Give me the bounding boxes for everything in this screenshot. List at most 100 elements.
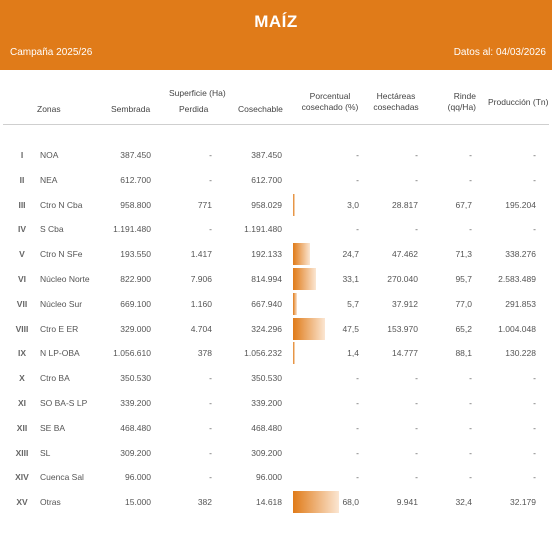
rinde-value: - [469,422,472,433]
porcentual-value: 1,4 [347,348,359,359]
harvest-progress-bar [293,243,310,266]
sembrada-value: 669.100 [120,298,151,309]
hectareas-value: 9.941 [396,497,418,508]
hectareas-value: 28.817 [392,199,418,210]
produccion-value: 291.853 [505,298,536,309]
cosechable-value: 958.029 [251,199,282,210]
produccion-value: 130.228 [505,348,536,359]
perdida-value: - [209,447,212,458]
zone-number: I [20,150,24,160]
sembrada-value: 350.530 [120,373,151,384]
porcentual-value: 24,7 [342,249,359,260]
zone-name: Núcleo Sur [40,298,83,309]
perdida-value: 378 [197,348,212,359]
zone-number: VII [16,298,28,309]
cosechable-value: 1.056.232 [244,348,282,359]
perdida-value: - [209,422,212,433]
hectareas-value: 270.040 [387,274,418,284]
zone-number: III [18,199,26,210]
perdida-value: 1.417 [190,249,212,260]
col-cosechable: Cosechable [238,104,283,114]
hectareas-value: 47.462 [392,249,418,260]
sembrada-value: 468.480 [120,422,151,433]
porcentual-value: - [356,373,359,384]
rinde-value: 65,2 [455,323,472,334]
sembrada-value: 1.191.480 [113,224,151,235]
rinde-value: - [469,150,472,160]
porcentual-value: - [356,398,359,408]
zone-name: NEA [40,174,58,185]
rinde-value: 95,7 [455,274,472,284]
harvest-progress-bar [293,342,295,365]
sembrada-value: 309.200 [120,447,151,458]
produccion-value: - [533,447,536,458]
col-rinde: Rinde (qq/Ha) [444,91,476,113]
zone-name: N LP-OBA [40,348,80,359]
hectareas-value: - [415,224,418,235]
hectareas-value: - [415,447,418,458]
porcentual-value: - [356,150,359,160]
produccion-value: 1.004.048 [498,323,536,334]
zone-name: Ctro BA [40,373,70,384]
porcentual-value: - [356,447,359,458]
harvest-progress-bar [293,317,326,340]
produccion-value: - [533,398,536,408]
sembrada-value: 387.450 [120,150,151,160]
perdida-value: 382 [197,497,212,508]
rinde-value: - [469,398,472,408]
hectareas-value: 37.912 [392,298,418,309]
perdida-value: - [209,150,212,160]
cosechable-value: 309.200 [251,447,282,458]
zone-name: SL [40,447,51,458]
produccion-value: - [533,150,536,160]
harvest-progress-bar [293,491,340,514]
zone-name: Ctro E ER [40,323,79,334]
rinde-value: - [469,472,472,483]
produccion-value: 32.179 [510,497,536,508]
sembrada-value: 958.800 [120,199,151,210]
zone-number: XV [16,497,28,508]
porcentual-value: - [356,472,359,483]
porcentual-value: 47,5 [342,323,359,334]
porcentual-value: 5,7 [347,298,359,309]
col-hectareas-line2: cosechadas [373,102,419,112]
hectareas-value: - [415,150,418,160]
hectareas-value: - [415,373,418,384]
col-porcentual: Porcentual cosechado (%) [300,91,360,113]
col-hectareas-line1: Hectáreas [376,91,416,101]
cosechable-value: 468.480 [251,422,282,433]
perdida-value: 1.160 [190,298,212,309]
porcentual-value: - [356,422,359,433]
cosechable-value: 339.200 [251,398,282,408]
sembrada-value: 1.056.610 [113,348,151,359]
zone-name: SO BA-S LP [40,398,88,408]
cosechable-value: 667.940 [251,298,282,309]
col-porcentual-line1: Porcentual [309,91,351,101]
cosechable-value: 14.618 [256,497,282,508]
porcentual-value: 33,1 [342,274,359,284]
porcentual-value: - [356,224,359,235]
col-zonas: Zonas [37,104,61,114]
harvest-progress-bar [293,193,296,216]
hectareas-value: 14.777 [392,348,418,359]
porcentual-value: 3,0 [347,199,359,210]
zone-name: Cuenca Sal [40,472,84,483]
cosechable-value: 1.191.480 [244,224,282,235]
cosechable-value: 612.700 [251,174,282,185]
sembrada-value: 96.000 [125,472,151,483]
page-header: MAÍZ Campaña 2025/26 Datos al: 04/03/202… [0,0,552,70]
zone-name: Ctro N SFe [40,249,83,260]
zone-name: SE BA [40,422,66,433]
zone-number: X [19,373,25,384]
cosechable-value: 814.994 [251,274,282,284]
zone-number: V [19,249,25,260]
sembrada-value: 339.200 [120,398,151,408]
perdida-value: 4.704 [190,323,212,334]
porcentual-value: 68,0 [342,497,359,508]
produccion-value: - [533,174,536,185]
sembrada-value: 612.700 [120,174,151,185]
col-perdida: Perdida [179,104,209,114]
rinde-value: - [469,174,472,185]
zone-number: VI [17,274,27,284]
zone-name: Ctro N Cba [40,199,83,210]
